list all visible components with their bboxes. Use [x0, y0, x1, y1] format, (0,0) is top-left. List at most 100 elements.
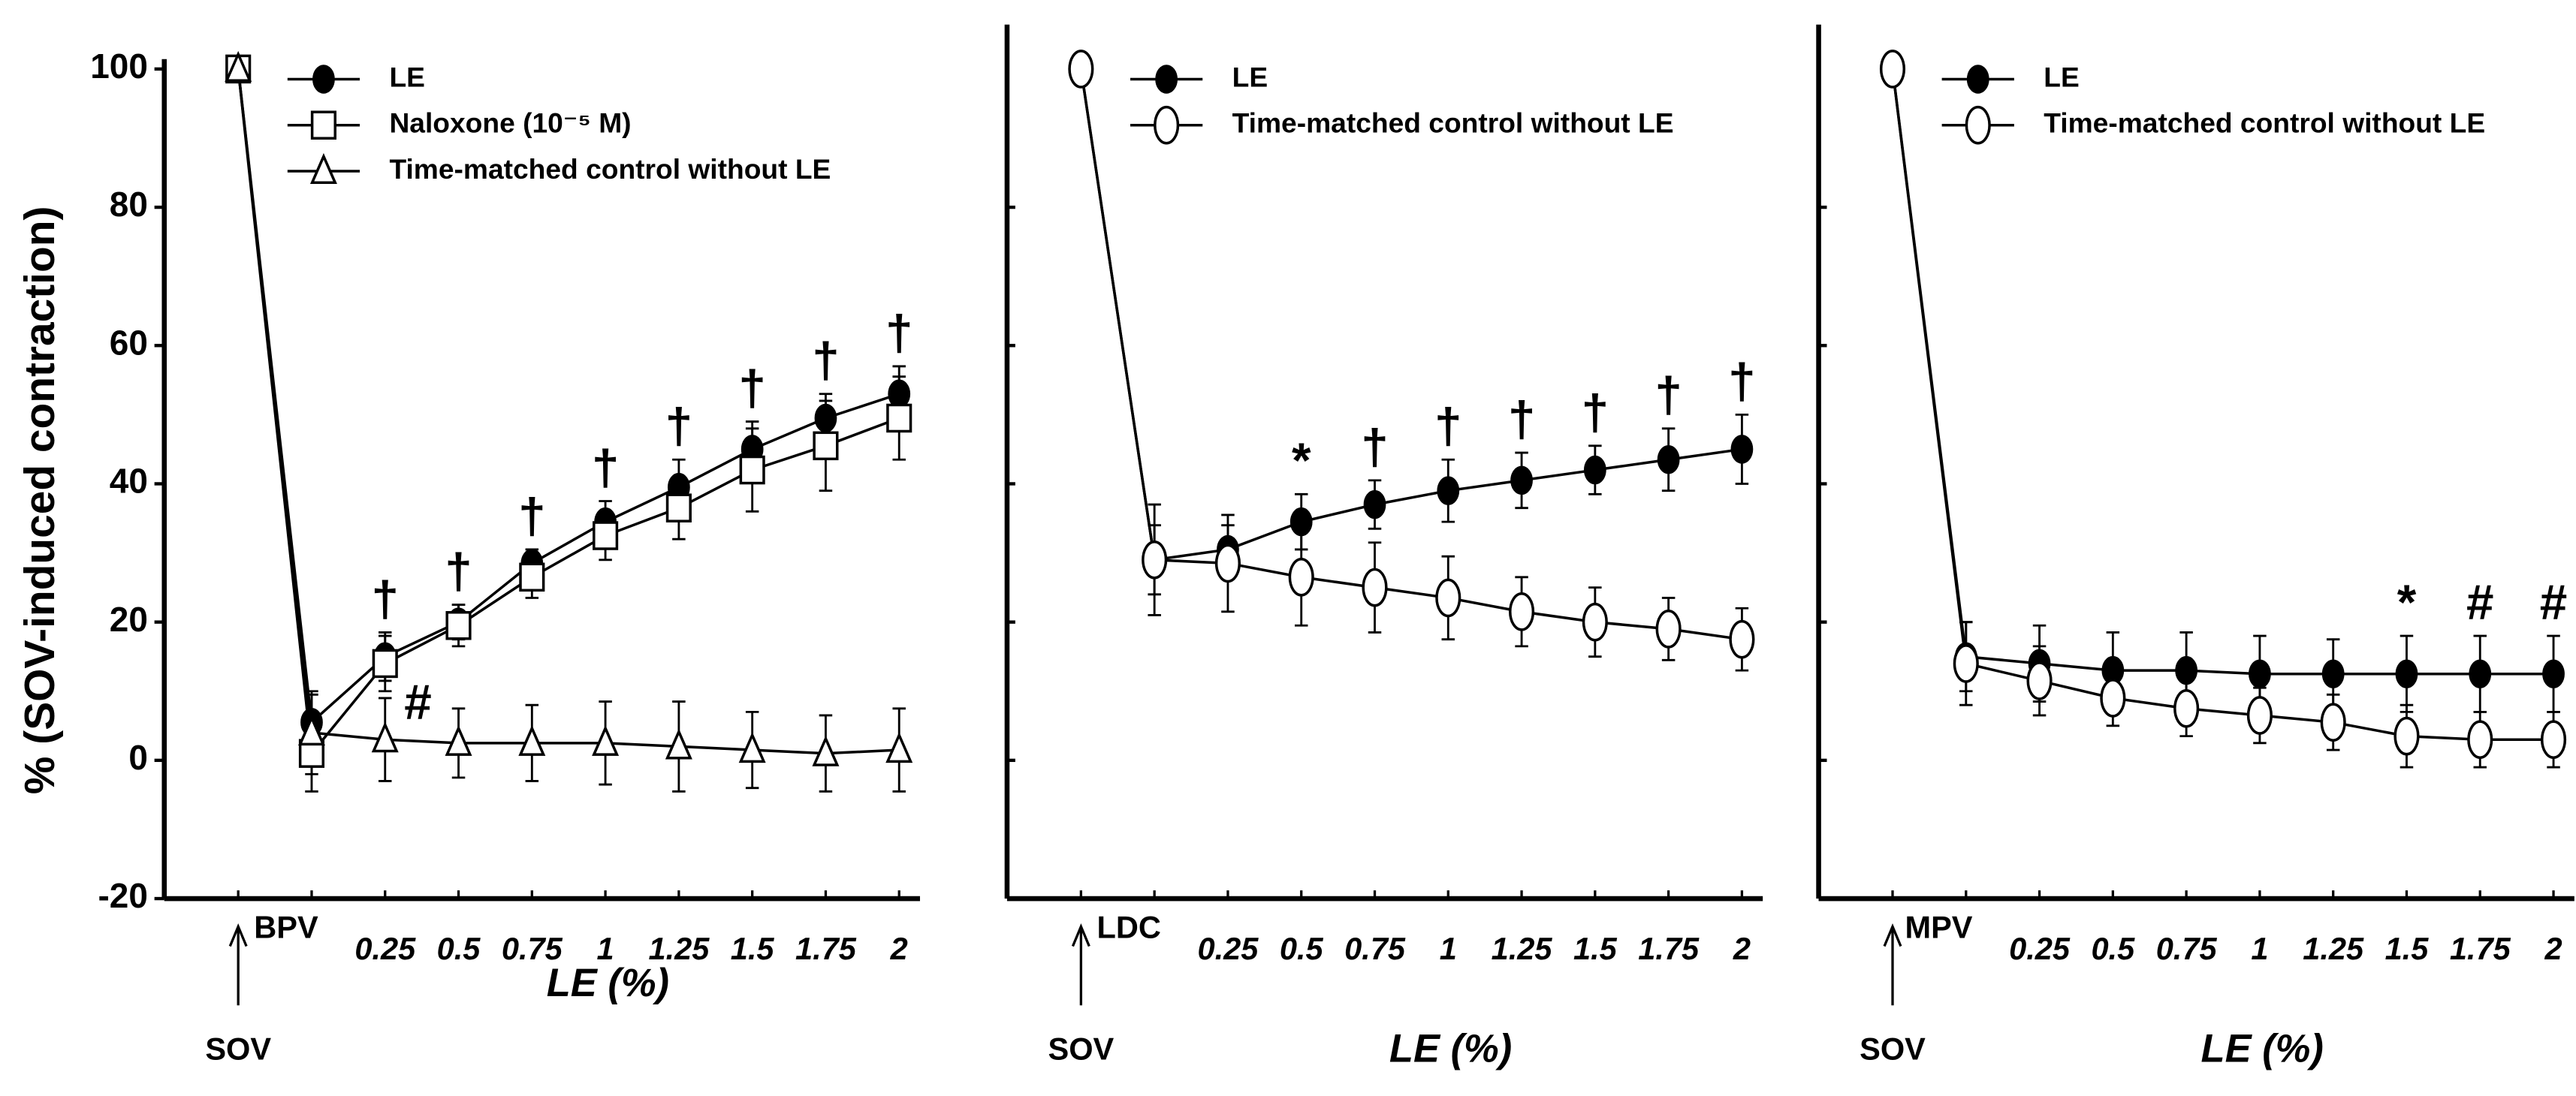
- legend-label: Time-matched control without LE: [1232, 107, 1674, 139]
- x-tick-label: 2: [2544, 931, 2562, 966]
- legend-label: LE: [1232, 61, 1268, 92]
- marker: [593, 521, 619, 550]
- marker: [309, 152, 337, 185]
- x-tick-label: MPV: [1905, 910, 1972, 945]
- series-line: [237, 68, 900, 725]
- panel: -20 0 20 40 60 80 100 SOV BPV 0.25 0.5 0.75 1 1.25 1.5…: [17, 47, 920, 1066]
- panel: SOV MPV 0.25 0.5 0.75 1 1.25 1.5 1.75 2 LE (%) LE Ti…: [1816, 24, 2574, 1070]
- y-axis-label: % (SOV-induced contraction): [17, 206, 64, 794]
- marker: [812, 735, 840, 766]
- series-line: [1079, 68, 1742, 562]
- y-tick-label: 0: [128, 738, 148, 777]
- x-tick-label: 1: [1440, 931, 1457, 966]
- lines: [1079, 68, 1742, 641]
- marker: [518, 724, 546, 756]
- x-tick-label: SOV: [1048, 1031, 1115, 1066]
- annotation: †: [665, 399, 693, 453]
- annotation: †: [812, 333, 840, 388]
- y-tick-label: -20: [98, 876, 148, 915]
- marker: [1583, 455, 1606, 485]
- error-bars: [1148, 413, 1749, 672]
- x-tick-label: 0.25: [1198, 931, 1259, 966]
- x-tick-label: 1.25: [2303, 931, 2364, 966]
- marker: [1953, 644, 1979, 683]
- marker: [1437, 476, 1460, 505]
- annotation: *: [1292, 433, 1311, 488]
- marker: [310, 110, 336, 140]
- marker: [1435, 578, 1461, 618]
- marker: [1965, 105, 1991, 145]
- marker: [2175, 655, 2198, 685]
- x-tick-label: 0.5: [2091, 931, 2135, 966]
- annotation: †: [1361, 420, 1389, 474]
- marker: [2100, 679, 2126, 718]
- x-tick-label: 1: [597, 931, 614, 966]
- x-tick-label: 2: [890, 931, 908, 966]
- marker: [2395, 659, 2418, 688]
- series-line: [237, 68, 900, 757]
- marker: [1509, 592, 1535, 631]
- markers: [1068, 50, 1755, 659]
- marker: [312, 65, 335, 94]
- x-axis-label: LE (%): [547, 961, 669, 1005]
- y-tick-label: 60: [110, 323, 148, 362]
- legend-label: Naloxone (10⁻⁵ M): [389, 107, 631, 139]
- annotation: #: [2466, 575, 2493, 630]
- marker: [1142, 540, 1168, 580]
- x-tick-label: 2: [1733, 931, 1751, 966]
- marker: [1879, 50, 1906, 89]
- y-tick-label: 20: [110, 600, 148, 639]
- legend-label: LE: [389, 61, 425, 92]
- annotation: †: [445, 544, 472, 599]
- marker: [225, 50, 252, 82]
- x-tick-label: 0.5: [437, 931, 481, 966]
- marker: [1155, 65, 1178, 94]
- marker: [1154, 105, 1180, 145]
- series-line: [1891, 68, 2554, 741]
- marker: [1582, 602, 1608, 642]
- x-tick-label: 1.25: [648, 931, 710, 966]
- marker: [1657, 444, 1680, 474]
- x-tick-label: 0.75: [1344, 931, 1406, 966]
- marker: [814, 403, 837, 433]
- x-axis-label: LE (%): [2201, 1026, 2324, 1070]
- annotation: †: [592, 440, 619, 495]
- arrow-head: [1883, 923, 1902, 947]
- arrow-head: [228, 923, 248, 947]
- x-tick-label: 1.25: [1492, 931, 1553, 966]
- x-tick-label: LDC: [1097, 910, 1161, 945]
- panel: SOV LDC 0.25 0.5 0.75 1 1.25 1.5 1.75 2 LE (%) LE Ti…: [1004, 24, 1763, 1070]
- x-tick-label: 1.75: [1638, 931, 1700, 966]
- annotation: †: [372, 571, 400, 626]
- x-tick-label: 0.75: [502, 931, 563, 966]
- x-tick-label: 1.5: [731, 931, 775, 966]
- marker: [445, 611, 472, 640]
- markers: [1879, 50, 2567, 760]
- series-line: [237, 68, 900, 755]
- x-tick-label: 1.5: [1573, 931, 1618, 966]
- legend-label: LE: [2044, 61, 2080, 92]
- marker: [1966, 65, 1989, 94]
- legend-label: Time-matched control without LE: [389, 153, 831, 185]
- marker: [1214, 543, 1241, 583]
- marker: [2320, 703, 2346, 742]
- marker: [297, 714, 325, 746]
- marker: [372, 649, 398, 679]
- marker: [1288, 557, 1314, 597]
- annotation: †: [738, 361, 765, 416]
- annotation: †: [1434, 399, 1462, 453]
- annotation: †: [1654, 368, 1682, 423]
- marker: [2249, 659, 2271, 688]
- lines: [1891, 68, 2554, 741]
- marker: [888, 379, 911, 408]
- x-axis-label: LE (%): [1389, 1026, 1512, 1070]
- x-tick-label: SOV: [205, 1031, 271, 1066]
- annotation: #: [404, 675, 432, 730]
- marker: [738, 731, 766, 763]
- x-tick-label: 0.75: [2156, 931, 2218, 966]
- marker: [1290, 507, 1313, 537]
- marker: [1730, 435, 1754, 464]
- x-tick-label: 1.75: [795, 931, 857, 966]
- marker: [2540, 720, 2567, 760]
